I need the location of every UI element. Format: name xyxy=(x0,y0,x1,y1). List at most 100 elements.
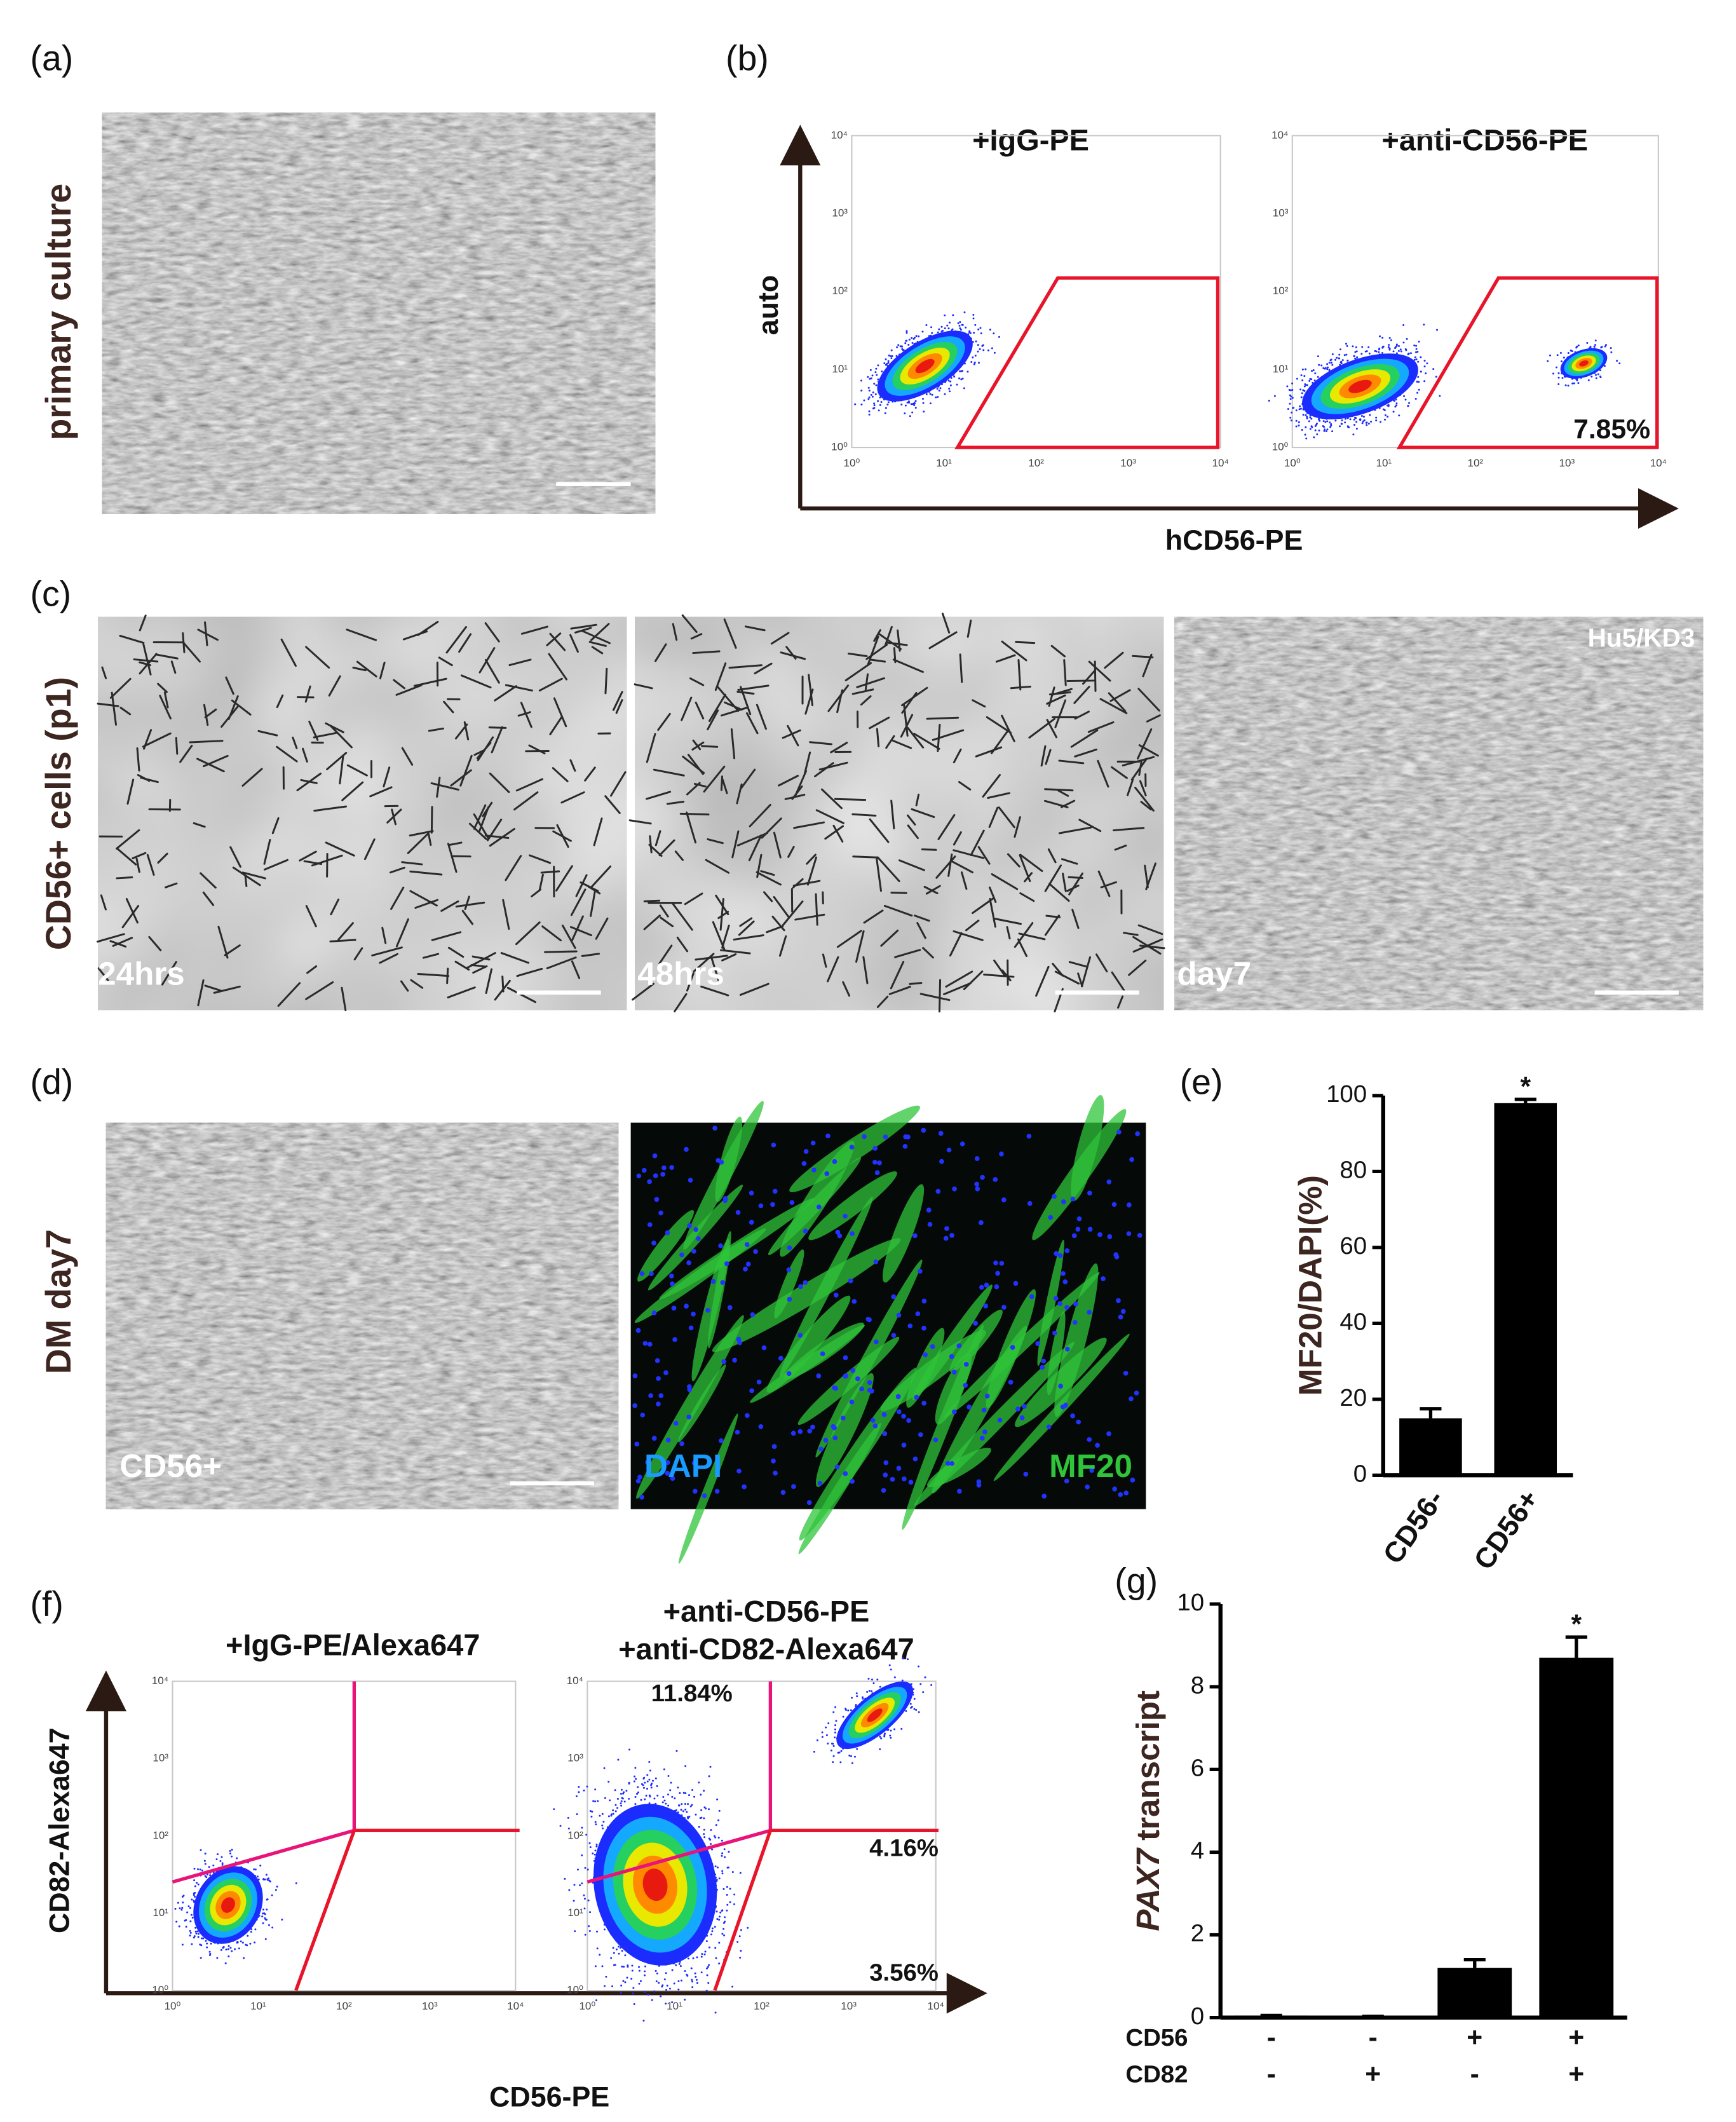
myotube xyxy=(768,1157,861,1255)
event xyxy=(860,379,862,382)
nucleus xyxy=(750,1312,756,1317)
nucleus xyxy=(896,1409,902,1415)
cell xyxy=(516,967,543,977)
nucleus xyxy=(749,1190,754,1196)
event xyxy=(215,1858,218,1861)
nucleus xyxy=(758,1424,764,1429)
panel-label: (e) xyxy=(1180,1062,1223,1101)
cell xyxy=(705,859,730,874)
nucleus xyxy=(946,1147,952,1153)
event xyxy=(634,1803,637,1806)
event xyxy=(588,1929,591,1932)
x-tick-label: 10⁴ xyxy=(507,2000,524,2012)
cell xyxy=(263,859,288,871)
event xyxy=(698,1826,700,1828)
cell xyxy=(193,822,206,828)
event xyxy=(1346,359,1349,362)
event xyxy=(1340,423,1343,425)
event xyxy=(1356,356,1359,358)
cell xyxy=(305,646,330,669)
cell xyxy=(541,925,562,942)
event xyxy=(276,1886,278,1888)
nucleus xyxy=(1070,1196,1076,1202)
cell xyxy=(659,904,669,918)
cell xyxy=(464,895,470,910)
cell xyxy=(477,736,494,761)
cell xyxy=(892,658,924,673)
event xyxy=(1331,353,1334,355)
cell xyxy=(1132,655,1154,658)
cell xyxy=(580,881,599,892)
cell xyxy=(393,679,405,690)
event xyxy=(262,1908,264,1911)
nucleus xyxy=(803,1280,808,1286)
nucleus xyxy=(665,1471,670,1476)
event xyxy=(249,1942,252,1945)
cell xyxy=(157,852,168,864)
myotube xyxy=(712,1238,901,1352)
event xyxy=(1338,357,1340,360)
event xyxy=(1567,384,1570,387)
cell xyxy=(903,703,909,737)
cell xyxy=(112,937,133,947)
event xyxy=(1341,419,1343,421)
panel-label: (d) xyxy=(30,1062,73,1101)
cell xyxy=(491,726,503,754)
event xyxy=(1392,411,1395,413)
cell xyxy=(943,982,972,995)
nucleus xyxy=(656,1401,661,1406)
gate-percent: 7.85% xyxy=(1573,414,1650,445)
event xyxy=(1298,408,1301,411)
event xyxy=(186,1911,189,1914)
nucleus xyxy=(635,1478,641,1484)
cell xyxy=(852,855,879,859)
event xyxy=(1306,416,1308,418)
cell xyxy=(1078,819,1102,833)
event xyxy=(904,342,907,344)
event xyxy=(1402,341,1405,344)
nucleus xyxy=(949,1460,954,1466)
cell xyxy=(241,871,266,880)
cell xyxy=(428,727,445,732)
cell xyxy=(654,643,667,662)
cell xyxy=(505,855,522,881)
nucleus xyxy=(902,1476,907,1481)
event xyxy=(1365,421,1367,424)
nucleus xyxy=(834,1464,840,1470)
event xyxy=(225,1949,227,1951)
nucleus xyxy=(654,1197,660,1202)
event xyxy=(1302,389,1305,391)
cell xyxy=(646,791,672,800)
event xyxy=(206,1942,208,1945)
event xyxy=(1402,323,1405,326)
cell xyxy=(591,646,604,655)
event xyxy=(1378,351,1380,353)
cell xyxy=(538,677,563,692)
nucleus xyxy=(770,1202,775,1207)
event xyxy=(719,1911,722,1914)
x-tick-label: 10³ xyxy=(1559,457,1575,469)
cell xyxy=(907,814,916,826)
event xyxy=(944,327,946,330)
event xyxy=(1423,360,1426,362)
event xyxy=(649,1795,651,1798)
event xyxy=(911,403,914,405)
cell xyxy=(716,685,740,712)
cell xyxy=(440,900,459,912)
cell xyxy=(154,653,179,660)
cell xyxy=(681,697,693,721)
event xyxy=(936,388,939,390)
cell xyxy=(864,673,869,691)
panel-b: (b) auto hCD56-PE +IgG-PE +anti-CD56-PE xyxy=(726,39,1679,556)
event xyxy=(691,1986,694,1989)
cell xyxy=(400,980,409,992)
myotube xyxy=(678,1364,726,1443)
cell xyxy=(581,630,611,644)
cell xyxy=(674,850,684,861)
event xyxy=(295,1882,297,1884)
event xyxy=(1416,391,1419,394)
event xyxy=(1388,344,1390,346)
event xyxy=(733,1903,736,1905)
myotube xyxy=(783,1323,864,1380)
